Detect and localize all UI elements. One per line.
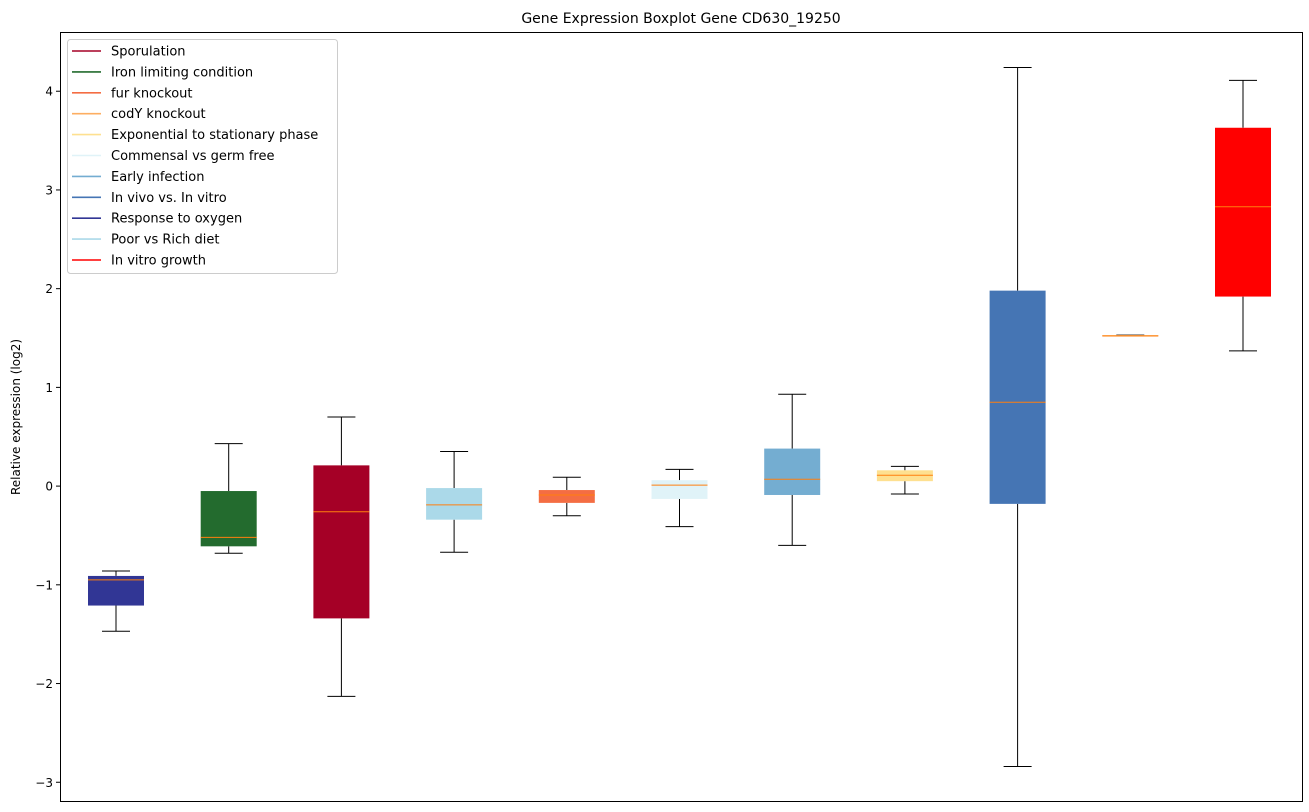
y-tick-label: 4 xyxy=(45,85,53,99)
y-tick-label: 2 xyxy=(45,282,53,296)
legend: Sporulation Iron limiting condition fur kn… xyxy=(67,39,338,274)
y-tick-label: −2 xyxy=(35,677,53,691)
box-iqr xyxy=(88,575,144,606)
legend-label: Sporulation xyxy=(111,45,186,60)
y-tick-label: 1 xyxy=(45,381,53,395)
box-cody-knockout xyxy=(1102,334,1159,337)
legend-label: In vitro growth xyxy=(111,254,206,269)
box-commensal-vs-germ-free xyxy=(651,468,708,528)
box-exponential-to-stationary-phase xyxy=(876,465,933,495)
legend-frame xyxy=(67,39,338,274)
box-iqr xyxy=(538,490,595,503)
legend-label: fur knockout xyxy=(111,86,193,101)
chart-title: Gene Expression Boxplot Gene CD630_19250 xyxy=(521,11,840,27)
box-iqr xyxy=(200,491,257,547)
box-iqr xyxy=(651,480,708,499)
legend-label: Commensal vs germ free xyxy=(111,149,274,164)
plot-frame xyxy=(60,32,1303,802)
legend-label: In vivo vs. In vitro xyxy=(111,191,227,206)
box-early-infection xyxy=(764,393,821,546)
y-axis-label: Relative expression (log2) xyxy=(9,339,23,495)
box-iqr xyxy=(764,448,821,495)
box-fur-knockout xyxy=(538,476,595,517)
y-tick-label: 3 xyxy=(45,183,53,197)
legend-label: Iron limiting condition xyxy=(111,65,253,80)
box-in-vitro-growth xyxy=(1215,79,1271,352)
box-iron-limiting-condition xyxy=(200,443,257,554)
y-tick-label: 0 xyxy=(45,480,53,494)
box-poor-vs-rich-diet xyxy=(426,451,483,553)
legend-label: Exponential to stationary phase xyxy=(111,128,318,143)
y-tick-label: −1 xyxy=(35,578,53,592)
legend-label: codY knockout xyxy=(111,107,206,122)
box-response-to-oxygen xyxy=(88,570,144,632)
box-in-vivo-vs-in-vitro xyxy=(989,67,1046,767)
legend-label: Poor vs Rich diet xyxy=(111,233,219,248)
y-tick-label: −3 xyxy=(35,776,53,790)
box-iqr xyxy=(1215,127,1271,297)
box-iqr xyxy=(313,465,370,619)
legend-label: Early infection xyxy=(111,170,204,185)
box-sporulation xyxy=(313,416,370,697)
box-iqr xyxy=(989,290,1046,504)
legend-label: Response to oxygen xyxy=(111,212,242,227)
box-iqr xyxy=(426,488,483,520)
